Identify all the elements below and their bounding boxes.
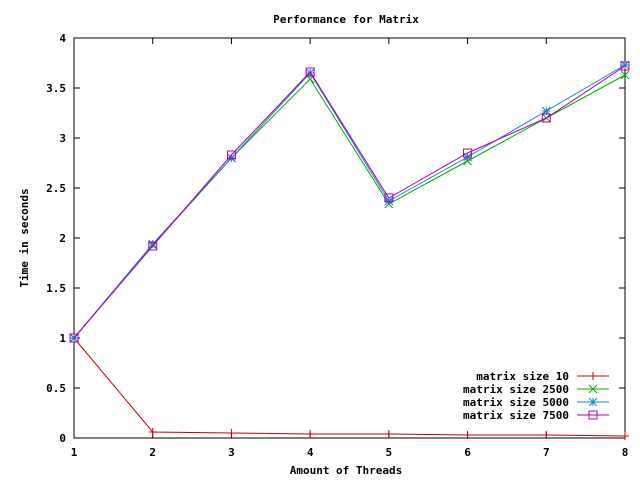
legend-swatch-marker [588,384,598,394]
data-point-4-2 [148,241,158,251]
x-tick-label: 7 [543,446,550,459]
legend-label: matrix size 2500 [463,383,569,396]
data-point-4-3 [226,150,236,160]
x-axis-label: Amount of Threads [290,464,403,477]
x-tick-label: 1 [71,446,78,459]
data-point-1-7 [542,431,551,439]
axis-ticks: 0 0.5 1 1.5 2 2.5 3 3.5 4 1 2 3 4 5 6 7 8 [46,32,628,459]
y-tick-label: 3.5 [46,82,66,95]
legend-swatch-marker [589,372,597,380]
legend-swatch-marker [588,410,598,420]
legend-label: matrix size 10 [476,370,569,383]
data-point-1-6 [463,431,472,439]
series-line-4 [73,65,626,339]
chart-title: Performance for Matrix [273,13,419,26]
data-point-4-8 [620,61,630,71]
data-point-1-2 [148,428,157,436]
data-point-4-1 [69,333,79,343]
data-point-1-4 [306,430,315,438]
y-tick-label: 1 [59,332,66,345]
y-tick-label: 3 [59,132,66,145]
y-tick-label: 2.5 [46,182,66,195]
x-tick-label: 5 [386,446,393,459]
series-line-3 [73,64,626,339]
x-tick-label: 2 [149,446,156,459]
data-point-4-5 [384,193,394,203]
y-tick-label: 2 [59,232,66,245]
data-point-3-2 [148,239,158,249]
data-point-4-6 [463,148,473,158]
data-point-4-7 [541,113,551,123]
x-tick-label: 8 [622,446,629,459]
series-line-1 [73,337,626,437]
data-point-2-8 [620,70,630,80]
legend-label: matrix size 5000 [463,396,569,409]
y-tick-label: 4 [59,32,66,45]
data-point-1-3 [227,429,236,437]
series-layer [69,60,630,440]
legend-swatch-marker [588,397,598,407]
y-tick-label: 0.5 [46,382,66,395]
x-tick-label: 3 [228,446,235,459]
y-tick-label: 1.5 [46,282,66,295]
data-point-4-4 [305,67,315,77]
data-point-1-8 [621,432,629,440]
legend-label: matrix size 7500 [463,409,569,422]
y-axis-label: Time in seconds [18,188,31,287]
y-tick-label: 0 [59,432,66,445]
data-point-1-5 [384,430,393,438]
x-tick-label: 4 [307,446,314,459]
x-tick-label: 6 [464,446,471,459]
